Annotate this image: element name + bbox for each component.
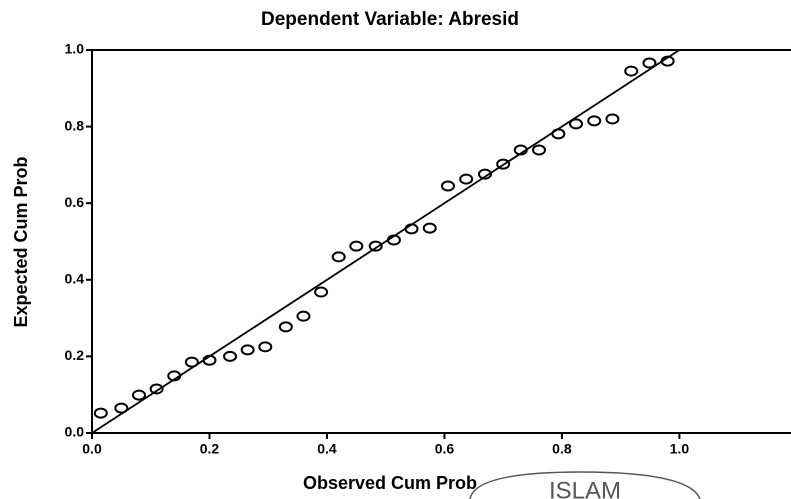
- point: [404, 223, 419, 235]
- point: [532, 144, 547, 156]
- point: [202, 354, 217, 366]
- point: [513, 144, 528, 156]
- point: [223, 350, 238, 362]
- point: [184, 356, 199, 368]
- y-tick-label: 0.8: [65, 117, 85, 133]
- point: [368, 240, 383, 252]
- point: [440, 180, 455, 192]
- y-tick-label: 0.4: [65, 271, 85, 287]
- point: [496, 158, 511, 170]
- point: [551, 128, 566, 140]
- x-axis-label: Observed Cum Prob: [303, 473, 477, 493]
- x-tick-label: 1.0: [670, 441, 690, 457]
- point: [422, 222, 437, 234]
- point: [314, 286, 329, 298]
- point: [167, 370, 182, 382]
- point: [258, 341, 273, 353]
- point: [642, 57, 657, 69]
- y-tick-label: 0.2: [65, 347, 85, 363]
- point: [477, 168, 492, 180]
- x-tick-label: 0.4: [317, 441, 337, 457]
- x-tick-label: 0.0: [82, 441, 102, 457]
- point: [114, 402, 129, 414]
- point: [624, 65, 639, 77]
- x-tick-label: 0.6: [435, 441, 455, 457]
- point: [240, 344, 255, 356]
- watermark-shape: [469, 471, 701, 499]
- point: [131, 389, 146, 401]
- y-axis-label: Expected Cum Prob: [11, 156, 31, 327]
- point: [660, 55, 675, 67]
- point: [93, 407, 108, 419]
- point: [459, 173, 474, 185]
- watermark: ISLAM: [549, 477, 621, 499]
- reference-line: [91, 49, 680, 434]
- chart-title: Dependent Variable: Abresid: [261, 9, 519, 30]
- y-tick-label: 1.0: [65, 41, 85, 57]
- y-tick-label: 0.0: [65, 424, 85, 440]
- point: [349, 240, 364, 252]
- x-tick-label: 0.8: [552, 441, 572, 457]
- point: [587, 115, 602, 127]
- y-tick-label: 0.6: [65, 194, 85, 210]
- x-tick-label: 0.2: [200, 441, 220, 457]
- point: [569, 118, 584, 130]
- point: [605, 113, 620, 125]
- point: [386, 234, 401, 246]
- point: [296, 310, 311, 322]
- point: [331, 251, 346, 263]
- point: [278, 321, 293, 333]
- point: [149, 383, 164, 395]
